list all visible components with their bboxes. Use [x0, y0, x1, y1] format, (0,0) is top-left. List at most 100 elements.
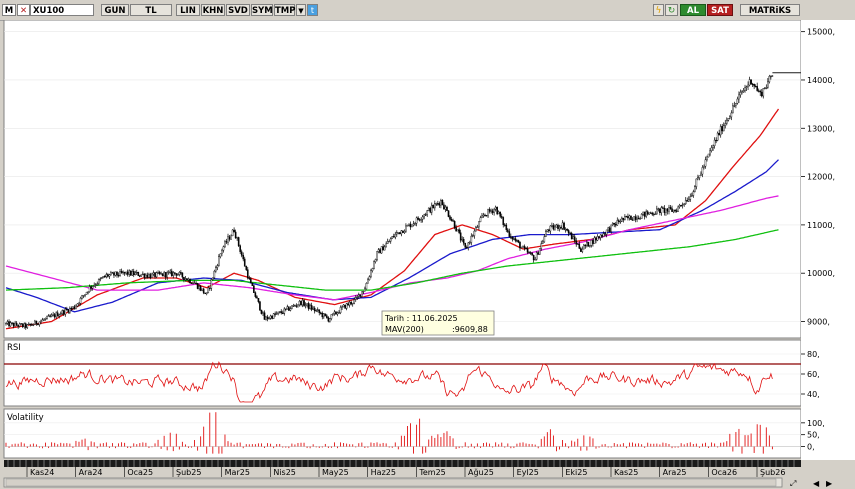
rsi-tick-label: 40,	[807, 390, 820, 399]
candle-body	[310, 305, 313, 310]
candle-body	[765, 87, 768, 89]
candle-body	[76, 303, 79, 307]
candle-body	[208, 287, 211, 289]
candle-body	[178, 272, 181, 275]
candle-body	[725, 120, 728, 124]
candle-body	[248, 277, 251, 280]
candle-body	[123, 271, 126, 274]
candle-body	[368, 276, 371, 281]
candle-body	[9, 322, 12, 327]
candle-body	[125, 271, 127, 274]
candle-body	[269, 315, 272, 319]
currency-tl-button[interactable]: TL	[130, 4, 172, 16]
candle-body	[246, 269, 249, 279]
khn-button[interactable]: KHN	[201, 4, 225, 16]
candle-body	[721, 126, 724, 132]
candle-body	[529, 252, 532, 254]
candle-body	[145, 274, 147, 278]
candle-body	[237, 237, 240, 246]
candle-body	[53, 314, 56, 318]
candle-body	[301, 300, 304, 306]
candle-body	[607, 227, 609, 231]
candle-body	[502, 217, 505, 225]
candle-body	[443, 204, 445, 210]
candle-body	[233, 229, 235, 233]
tmp-button[interactable]: TMP	[274, 4, 296, 16]
candle-body	[605, 229, 608, 235]
candle-body	[108, 274, 111, 277]
candle-body	[300, 301, 302, 306]
candle-body	[361, 291, 363, 297]
candle-body	[678, 204, 681, 208]
candle-body	[520, 247, 523, 249]
candle-body	[545, 231, 547, 237]
candle-body	[338, 312, 340, 314]
matriks-button[interactable]: MATRiKS	[740, 4, 800, 16]
candle-body	[523, 246, 526, 249]
symbol-field[interactable]: XU100	[30, 4, 94, 16]
candle-body	[586, 241, 588, 246]
candle-body	[6, 321, 9, 324]
candle-body	[321, 312, 324, 318]
candle-body	[82, 295, 85, 297]
candle-body	[648, 212, 651, 215]
candle-body	[161, 273, 164, 277]
candle-body	[543, 236, 546, 243]
candle-body	[618, 220, 620, 222]
candle-body	[62, 310, 65, 315]
candle-body	[462, 239, 465, 244]
candle-body	[281, 312, 284, 314]
candle-body	[49, 315, 51, 317]
candle-body	[694, 186, 696, 192]
candle-body	[686, 200, 689, 202]
twitter-icon[interactable]: t	[307, 4, 318, 16]
buy-al-button[interactable]: AL	[680, 4, 706, 16]
price-grid	[4, 31, 801, 322]
candle-body	[370, 270, 372, 277]
candle-body	[190, 282, 193, 284]
svd-button[interactable]: SVD	[226, 4, 250, 16]
candle-body	[55, 312, 57, 318]
scale-lin-button[interactable]: LIN	[176, 4, 200, 16]
candle-body	[402, 230, 404, 233]
candle-body	[297, 304, 299, 307]
candle-body	[41, 319, 44, 322]
candle-body	[525, 247, 527, 250]
candle-body	[186, 278, 188, 281]
candle-body	[283, 308, 286, 314]
candle-body	[637, 217, 640, 220]
scroll-left-icon[interactable]: ◀	[813, 479, 820, 488]
refresh-icon[interactable]: ↻	[665, 4, 678, 16]
candle-body	[546, 229, 549, 232]
sym-button[interactable]: SYM	[251, 4, 273, 16]
candle-body	[408, 223, 410, 226]
candle-body	[29, 323, 32, 325]
close-symbol-icon[interactable]: ✕	[17, 4, 30, 16]
candle-body	[163, 272, 165, 277]
rsi-line	[5, 361, 773, 403]
candle-body	[713, 139, 716, 146]
candle-body	[478, 221, 480, 228]
candle-body	[157, 272, 159, 274]
candle-body	[397, 232, 400, 234]
candle-body	[472, 235, 474, 237]
zoom-icon[interactable]: ⤢	[789, 479, 796, 488]
candle-body	[151, 273, 153, 278]
m-logo[interactable]: M	[2, 4, 16, 16]
sell-sat-button[interactable]: SAT	[707, 4, 733, 16]
candle-body	[741, 91, 743, 93]
candle-body	[739, 92, 742, 96]
scrollbar-thumb[interactable]	[5, 478, 777, 487]
candle-body	[225, 241, 228, 243]
candle-body	[730, 112, 733, 118]
candle-body	[456, 229, 459, 232]
candle-body	[313, 307, 316, 312]
candle-body	[43, 319, 45, 321]
scroll-right-icon[interactable]: ▶	[826, 479, 833, 488]
chevron-down-icon[interactable]: ▼	[296, 4, 306, 16]
lightning-icon[interactable]: ϟ	[653, 4, 664, 16]
candle-body	[584, 244, 587, 247]
period-gun-button[interactable]: GUN	[101, 4, 129, 16]
candle-body	[552, 225, 555, 230]
candle-body	[183, 276, 185, 280]
